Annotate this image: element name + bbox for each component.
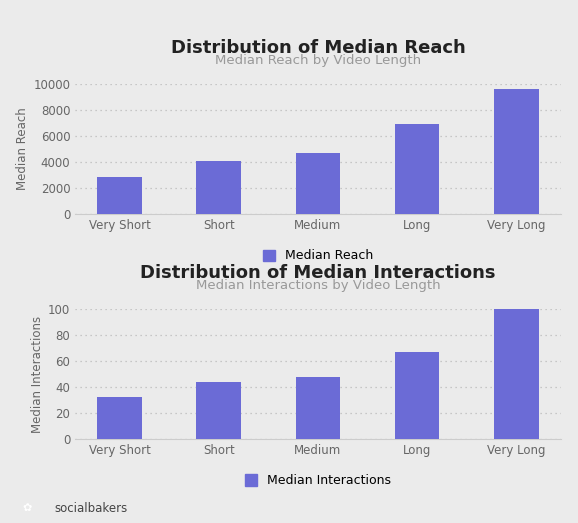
Text: Median Reach by Video Length: Median Reach by Video Length [215, 54, 421, 67]
Bar [494, 89, 539, 214]
Title: Distribution of Median Interactions: Distribution of Median Interactions [140, 264, 496, 282]
Y-axis label: Median Reach: Median Reach [16, 108, 29, 190]
Bar [494, 309, 539, 439]
Bar [395, 124, 439, 214]
Text: ✿: ✿ [23, 503, 32, 513]
Bar [395, 352, 439, 439]
Bar [97, 397, 142, 439]
Title: Distribution of Median Reach: Distribution of Median Reach [171, 39, 465, 57]
Y-axis label: Median Interactions: Median Interactions [31, 315, 44, 433]
Bar [295, 153, 340, 214]
Legend: Median Reach: Median Reach [262, 249, 373, 263]
Bar [295, 377, 340, 439]
Legend: Median Interactions: Median Interactions [244, 474, 391, 487]
Text: Median Interactions by Video Length: Median Interactions by Video Length [195, 279, 440, 292]
Bar [197, 162, 241, 214]
Bar [197, 382, 241, 439]
Bar [97, 177, 142, 214]
Text: socialbakers: socialbakers [55, 502, 128, 515]
